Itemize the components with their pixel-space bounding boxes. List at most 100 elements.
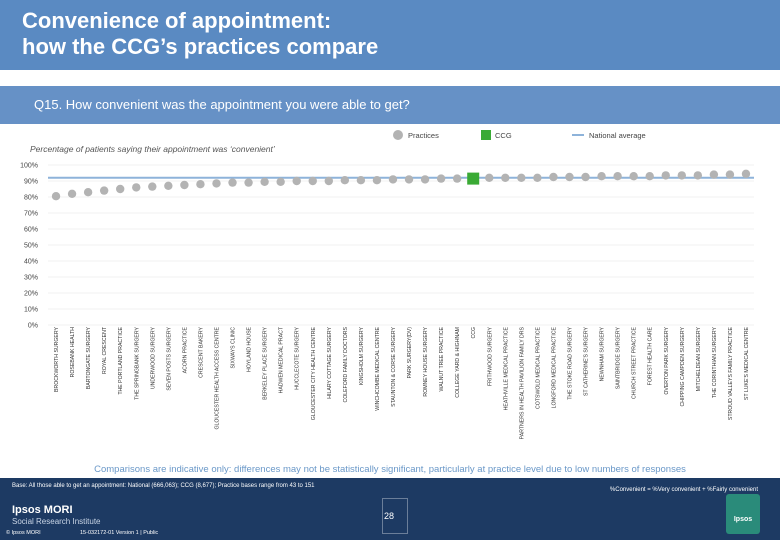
x-tick-label: GLOUCESTER HEALTH ACCESS CENTRE (214, 326, 220, 429)
legend-practices-label: Practices (408, 131, 439, 140)
practice-point (725, 170, 735, 179)
practice-point (324, 176, 333, 186)
legend-national-label: National average (589, 131, 646, 140)
x-tick-label: CRESCENT BAKERY (198, 326, 204, 377)
legend-ccg-label: CCG (495, 131, 512, 140)
practice-point (517, 173, 526, 182)
practice-point (388, 175, 398, 184)
y-tick-label: 30% (24, 275, 38, 282)
x-tick-label: HUCCLECOTE SURGERY (295, 326, 301, 389)
x-tick-label: STROUD VALLEYS FAMILY PRACTICE (728, 326, 734, 420)
header-bar (0, 0, 780, 70)
practice-point (99, 186, 109, 195)
practice-point (597, 172, 606, 181)
x-tick-label: ROSEBANK HEALTH (70, 327, 76, 378)
ccg-point (467, 172, 480, 185)
practice-point (501, 173, 510, 182)
legend-ccg-marker (481, 130, 491, 140)
institute-name: Social Research Institute (12, 517, 101, 526)
x-tick-label: THE STOKE ROAD SURGERY (567, 326, 573, 399)
chart-subtitle: Percentage of patients saying their appo… (30, 144, 275, 154)
practice-point (549, 172, 558, 182)
caveat-note: Comparisons are indicative only: differe… (94, 464, 686, 475)
practice-point (741, 169, 751, 178)
practice-point (196, 180, 205, 189)
practice-point (148, 182, 157, 191)
practice-point (260, 177, 269, 186)
x-tick-label: SEVEN POSTS SURGERY (166, 326, 172, 390)
practice-point (677, 171, 686, 180)
x-tick-label: HOYLAND HOUSE (247, 326, 253, 372)
x-tick-label: COLEFORD FAMILY DOCTORS (343, 326, 349, 402)
practice-point (372, 176, 382, 185)
practice-point (645, 172, 654, 181)
chart: Practices CCG National average Percentag… (20, 130, 754, 439)
practice-point (565, 172, 574, 182)
x-tick-label: SIXWAYS CLINIC (231, 327, 237, 369)
x-tick-label: BROCKWORTH SURGERY (54, 326, 60, 391)
x-tick-label: MITCHELDEAN SURGERY (696, 326, 702, 391)
copyright-text: © Ipsos MORI (6, 530, 41, 536)
practice-point (533, 173, 542, 182)
x-tick-label: BARTONGATE SURGERY (86, 326, 92, 389)
x-tick-label: THE CORINTHIAN SURGERY (712, 326, 718, 398)
x-tick-label: HILARY COTTAGE SURGERY (327, 326, 333, 398)
x-tick-label: OVERTON PARK SURGERY (664, 326, 670, 394)
x-tick-label: LONGFORD MEDICAL PRACTICE (551, 326, 557, 408)
practice-point (212, 179, 221, 188)
ipsos-brand-icon: Ipsos (726, 494, 760, 534)
practice-point (581, 172, 590, 182)
y-tick-label: 60% (24, 227, 38, 234)
practice-point (485, 173, 494, 182)
practice-point (661, 171, 670, 180)
x-tick-label: ROMNEY HOUSE SURGERY (423, 326, 429, 396)
question-bar (0, 86, 780, 124)
x-tick-label: WINCHCOMBE MEDICAL CENTRE (375, 326, 381, 410)
practice-point (228, 178, 237, 187)
y-tick-label: 70% (24, 211, 38, 218)
y-axis: 0% 10% 20% 30% 40% 50% 60% 70% 80% 90% 100% (20, 163, 38, 330)
x-tick-label: FOREST HEALTH CARE (648, 326, 654, 385)
practice-point (164, 181, 173, 190)
chart-legend: Practices CCG National average (393, 130, 646, 140)
x-tick-label: UNDERWOOD SURGERY (150, 326, 156, 389)
gridlines (48, 164, 754, 326)
x-tick-label: BERKELEY PLACE SURGERY (263, 326, 269, 399)
ipsos-brand-label: Ipsos (733, 516, 753, 523)
practice-point (629, 172, 638, 181)
practice-point (180, 180, 189, 190)
x-tick-label: WALNUT TREE PRACTICE (439, 326, 445, 391)
x-tick-label: COTSWOLD MEDICAL PRACTICE (535, 326, 541, 408)
x-tick-label: NEWNHAM SURGERY (600, 326, 606, 381)
y-tick-label: 0% (28, 323, 38, 330)
practice-point (693, 171, 703, 180)
practice-point (67, 189, 77, 198)
practice-point (420, 175, 430, 184)
practice-point (452, 174, 462, 183)
question-text: Q15. How convenient was the appointment … (34, 97, 410, 112)
practice-point (404, 175, 414, 184)
x-tick-label: ROYAL CRESCENT (102, 326, 108, 374)
x-tick-label: CCG (471, 327, 477, 339)
page-number-frame (382, 498, 408, 534)
practice-point (83, 188, 93, 197)
practice-point (51, 192, 61, 201)
x-tick-label: CHIPPING CAMPDEN SURGERY (680, 326, 686, 406)
practice-point (436, 174, 446, 183)
practice-point (613, 172, 622, 181)
y-tick-label: 80% (24, 195, 38, 202)
practice-point (132, 183, 141, 192)
x-tick-label: PARTNERS IN HEALTH PAVILION FAMILY DRS (519, 326, 525, 439)
practice-point (276, 177, 285, 186)
page-title: Convenience of appointment: how the CCG’… (22, 8, 379, 59)
y-tick-label: 40% (24, 259, 38, 266)
x-tick-label: HADWEN MEDICAL PRACT (279, 326, 285, 393)
footer-bar (0, 478, 780, 540)
x-tick-label: SAINTBRIDGE SURGERY (616, 326, 622, 389)
y-tick-label: 50% (24, 243, 38, 250)
x-axis-labels: BROCKWORTH SURGERY ROSEBANK HEALTH BARTONG… (54, 326, 750, 439)
y-tick-label: 20% (24, 291, 38, 298)
x-tick-label: STAUNTON & CORSE SURGERY (391, 326, 397, 406)
data-points (51, 169, 751, 201)
x-tick-label: KINGSHOLM SURGERY (359, 326, 365, 385)
